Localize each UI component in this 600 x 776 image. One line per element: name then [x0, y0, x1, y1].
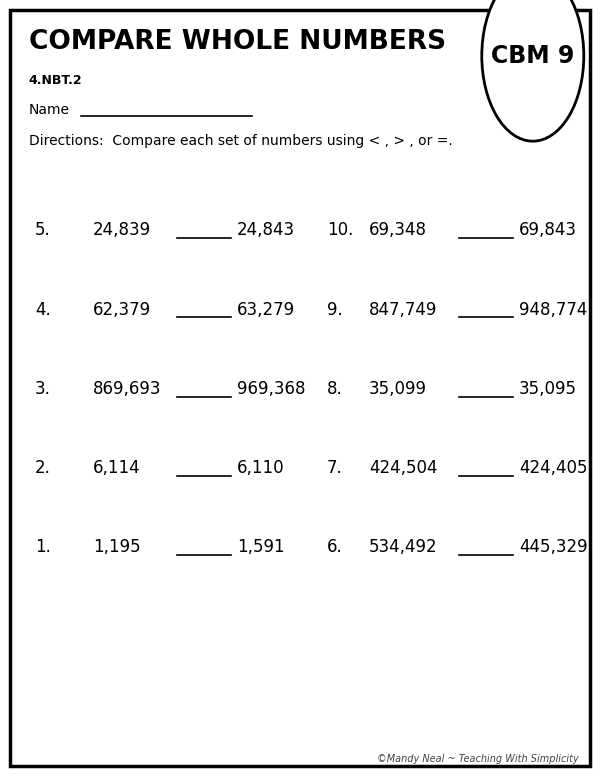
Text: ©Mandy Neal ~ Teaching With Simplicity: ©Mandy Neal ~ Teaching With Simplicity — [377, 754, 579, 764]
Text: 6,110: 6,110 — [237, 459, 284, 477]
Text: 35,099: 35,099 — [369, 379, 427, 398]
Text: 69,348: 69,348 — [369, 221, 427, 240]
Text: 424,405: 424,405 — [519, 459, 587, 477]
Text: CBM 9: CBM 9 — [491, 44, 574, 68]
Ellipse shape — [482, 0, 584, 141]
Text: 847,749: 847,749 — [369, 300, 437, 319]
Text: 35,095: 35,095 — [519, 379, 577, 398]
Text: 69,843: 69,843 — [519, 221, 577, 240]
Text: 6,114: 6,114 — [93, 459, 140, 477]
Text: 10.: 10. — [327, 221, 353, 240]
Text: 8.: 8. — [327, 379, 343, 398]
Text: Name: Name — [29, 103, 70, 117]
Text: 445,329: 445,329 — [519, 538, 587, 556]
Text: 63,279: 63,279 — [237, 300, 295, 319]
Text: 6.: 6. — [327, 538, 343, 556]
Text: 1.: 1. — [35, 538, 50, 556]
FancyBboxPatch shape — [10, 10, 590, 766]
Text: 1,591: 1,591 — [237, 538, 284, 556]
Text: 424,504: 424,504 — [369, 459, 437, 477]
Text: 3.: 3. — [35, 379, 50, 398]
Text: 969,368: 969,368 — [237, 379, 305, 398]
Text: 534,492: 534,492 — [369, 538, 437, 556]
Text: 4.: 4. — [35, 300, 50, 319]
Text: 869,693: 869,693 — [93, 379, 161, 398]
Text: COMPARE WHOLE NUMBERS: COMPARE WHOLE NUMBERS — [29, 29, 446, 55]
Text: 62,379: 62,379 — [93, 300, 151, 319]
Text: 4.NBT.2: 4.NBT.2 — [29, 74, 82, 87]
Text: 2.: 2. — [35, 459, 50, 477]
Text: 24,839: 24,839 — [93, 221, 151, 240]
Text: 7.: 7. — [327, 459, 343, 477]
Text: 1,195: 1,195 — [93, 538, 140, 556]
Text: 9.: 9. — [327, 300, 343, 319]
Text: 5.: 5. — [35, 221, 50, 240]
Text: Directions:  Compare each set of numbers using < , > , or =.: Directions: Compare each set of numbers … — [29, 134, 452, 148]
Text: 948,774: 948,774 — [519, 300, 587, 319]
Text: 24,843: 24,843 — [237, 221, 295, 240]
